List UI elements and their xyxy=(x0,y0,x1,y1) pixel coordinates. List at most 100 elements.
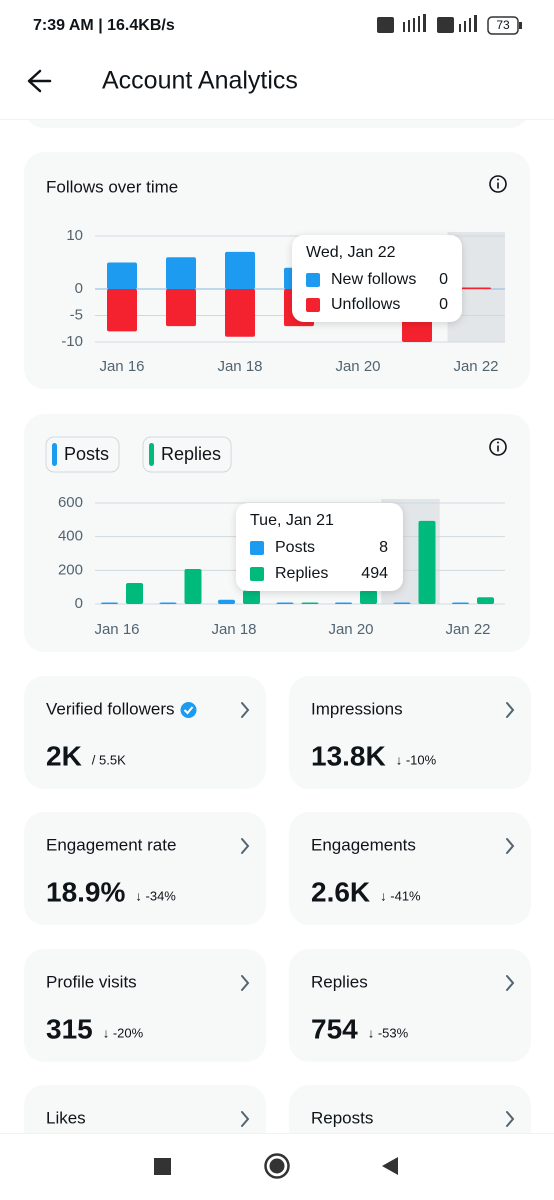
y-tick-label: 10 xyxy=(66,227,83,244)
y-tick-label: -5 xyxy=(70,306,83,323)
tooltip-swatch xyxy=(250,567,264,581)
tooltip-series-name: Posts xyxy=(275,539,315,556)
card-value: 754 xyxy=(311,1013,358,1044)
card-title: Impressions xyxy=(311,699,403,718)
card-change: ↓ -20% xyxy=(103,1025,144,1040)
chevron xyxy=(506,838,515,854)
status-time: 7:39 AM | 16.4KB/s xyxy=(33,17,175,34)
legend-swatch xyxy=(149,443,155,466)
recents-button[interactable] xyxy=(154,1158,171,1175)
card-value: 13.8K xyxy=(311,740,386,771)
tooltip-series-name: Replies xyxy=(275,565,328,582)
bar xyxy=(243,590,260,604)
tooltip-value: 8 xyxy=(379,539,388,556)
card-title: Verified followers xyxy=(46,699,175,718)
card-title: Engagements xyxy=(311,835,416,854)
legend-box xyxy=(142,436,232,473)
info-icon[interactable] xyxy=(489,175,507,193)
chart-title: Follows over time xyxy=(46,177,178,196)
legend-swatch xyxy=(52,443,57,466)
x-tick-label: Jan 20 xyxy=(328,621,373,638)
card-title: Reposts xyxy=(311,1108,373,1127)
bar xyxy=(218,599,235,604)
tooltip-series-name: New follows xyxy=(331,271,416,288)
card-change: ↓ -10% xyxy=(396,752,437,767)
card-title: Likes xyxy=(46,1108,86,1127)
card-value: 18.9% xyxy=(46,876,125,907)
bar xyxy=(184,568,202,604)
x-tick-label: Jan 18 xyxy=(217,358,262,375)
battery xyxy=(487,16,519,35)
card-title: Profile visits xyxy=(46,972,137,991)
stat-card[interactable] xyxy=(24,812,266,925)
tooltip-value: 0 xyxy=(439,296,448,313)
bar xyxy=(393,602,411,604)
battery-tip xyxy=(519,22,522,29)
header-bg xyxy=(0,0,554,119)
y-tick-label: 200 xyxy=(58,561,83,578)
chevron xyxy=(506,702,515,718)
back-nav-button[interactable] xyxy=(382,1157,398,1175)
bar xyxy=(452,602,469,604)
bar xyxy=(166,257,196,289)
verified-badge xyxy=(180,702,197,718)
bar xyxy=(101,602,118,604)
tooltip-value: 494 xyxy=(361,565,388,582)
bar xyxy=(225,289,255,337)
x-tick-label: Jan 16 xyxy=(99,358,144,375)
battery-level: 73 xyxy=(496,18,510,32)
tooltip-title: Wed, Jan 22 xyxy=(306,244,396,261)
bar xyxy=(461,287,491,289)
card-value: 2.6K xyxy=(311,876,370,907)
y-tick-label: 0 xyxy=(75,280,83,297)
stat-card[interactable] xyxy=(289,949,531,1062)
y-tick-label: -10 xyxy=(61,333,83,350)
x-tick-label: Jan 16 xyxy=(94,621,139,638)
stat-card[interactable] xyxy=(24,676,266,789)
chevron xyxy=(506,975,515,991)
x-tick-label: Jan 22 xyxy=(453,358,498,375)
bar xyxy=(107,262,137,289)
info-icon[interactable] xyxy=(489,438,507,456)
tooltip-swatch xyxy=(306,273,320,287)
tooltip xyxy=(236,503,403,591)
legend-box xyxy=(45,436,120,473)
stat-card[interactable] xyxy=(289,812,531,925)
y-tick-label: 400 xyxy=(58,528,83,545)
legend-toggle[interactable]: Replies xyxy=(142,436,232,473)
chevron xyxy=(241,702,250,718)
card-change: ↓ -53% xyxy=(368,1025,409,1040)
chevron xyxy=(241,975,250,991)
x-tick-label: Jan 20 xyxy=(335,358,380,375)
tooltip-title: Tue, Jan 21 xyxy=(250,512,334,529)
verified-check xyxy=(183,706,194,715)
signal-icons xyxy=(377,14,477,33)
bar xyxy=(159,602,177,604)
card-change: ↓ -34% xyxy=(135,888,176,903)
tooltip-swatch xyxy=(250,541,264,555)
chevron xyxy=(241,838,250,854)
home-button[interactable] xyxy=(264,1153,290,1179)
stat-card[interactable] xyxy=(24,949,266,1062)
back-button[interactable] xyxy=(27,69,52,93)
page-title: Account Analytics xyxy=(102,67,298,95)
legend-toggle[interactable]: Posts xyxy=(45,436,120,473)
legend-label: Replies xyxy=(161,444,221,464)
x-tick-label: Jan 22 xyxy=(445,621,490,638)
card-value: 315 xyxy=(46,1013,93,1044)
bar xyxy=(225,251,255,289)
bar xyxy=(166,289,196,327)
chevron xyxy=(241,1111,250,1127)
x-tick-label: Jan 18 xyxy=(211,621,256,638)
y-tick-label: 0 xyxy=(75,595,83,612)
stat-card[interactable] xyxy=(289,676,531,789)
tooltip-value: 0 xyxy=(439,271,448,288)
chevron xyxy=(506,1111,515,1127)
tooltip-series-name: Unfollows xyxy=(331,296,400,313)
bar xyxy=(126,582,143,604)
card-title: Replies xyxy=(311,972,368,991)
card-total: / 5.5K xyxy=(92,752,126,767)
tooltip-swatch xyxy=(306,298,320,312)
